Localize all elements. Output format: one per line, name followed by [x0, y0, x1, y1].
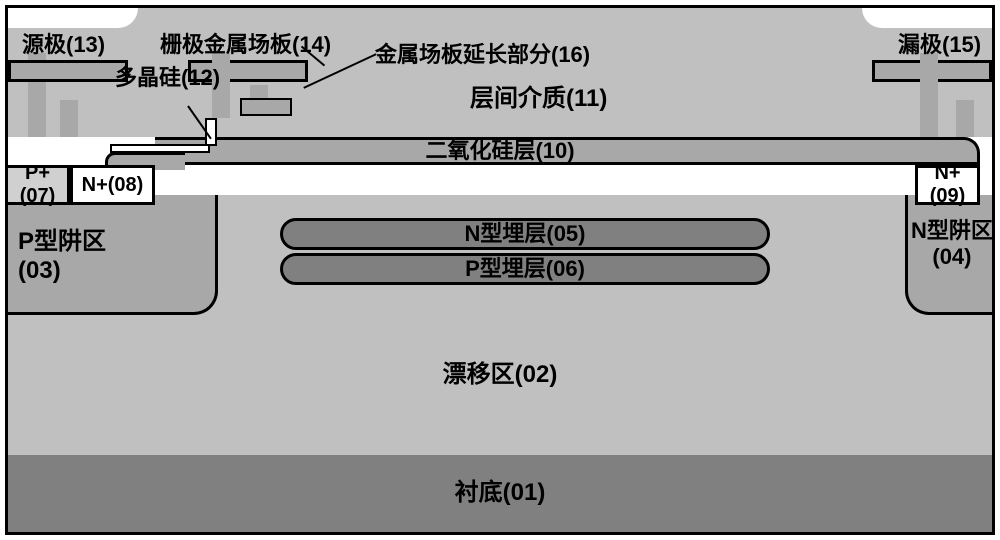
metal-2: [8, 60, 128, 82]
n-plus-left-contact: N+(08): [70, 165, 155, 205]
p-well-label: P型阱区 (03): [18, 228, 106, 286]
drift-label: 漂移区(02): [8, 350, 992, 400]
drain-label: 漏极(15): [898, 32, 981, 58]
extension-label: 金属场板延长部分(16): [375, 42, 590, 68]
n-well-label: N型阱区 (04): [911, 218, 993, 271]
ldmos-cross-section-diagram: P+(07)N+(08) N+(09) 衬底(01) 漂移区(02) P型阱区 (03)…: [0, 0, 1000, 540]
dielectric-label: 层间介质(11): [470, 85, 607, 114]
oxide-label: 二氧化硅层(10): [300, 137, 700, 165]
poly-label: 多晶硅(12): [115, 65, 220, 91]
shoulder-right: [862, 8, 992, 28]
metal-6: [240, 98, 292, 116]
gate-plate-label: 栅极金属场板(14): [160, 32, 331, 58]
metal-9: [956, 100, 974, 137]
source-label: 源极(13): [22, 32, 105, 58]
p-buried-label: P型埋层(06): [280, 253, 770, 285]
metal-8: [920, 53, 938, 137]
p-plus-contact: P+(07): [8, 165, 70, 205]
n-plus-right-contact: N+(09): [915, 165, 980, 205]
shoulder-left: [8, 8, 138, 28]
metal-1: [60, 100, 78, 137]
substrate-label: 衬底(01): [8, 455, 992, 532]
n-buried-label: N型埋层(05): [280, 218, 770, 250]
polysilicon-horizontal: [110, 144, 210, 153]
